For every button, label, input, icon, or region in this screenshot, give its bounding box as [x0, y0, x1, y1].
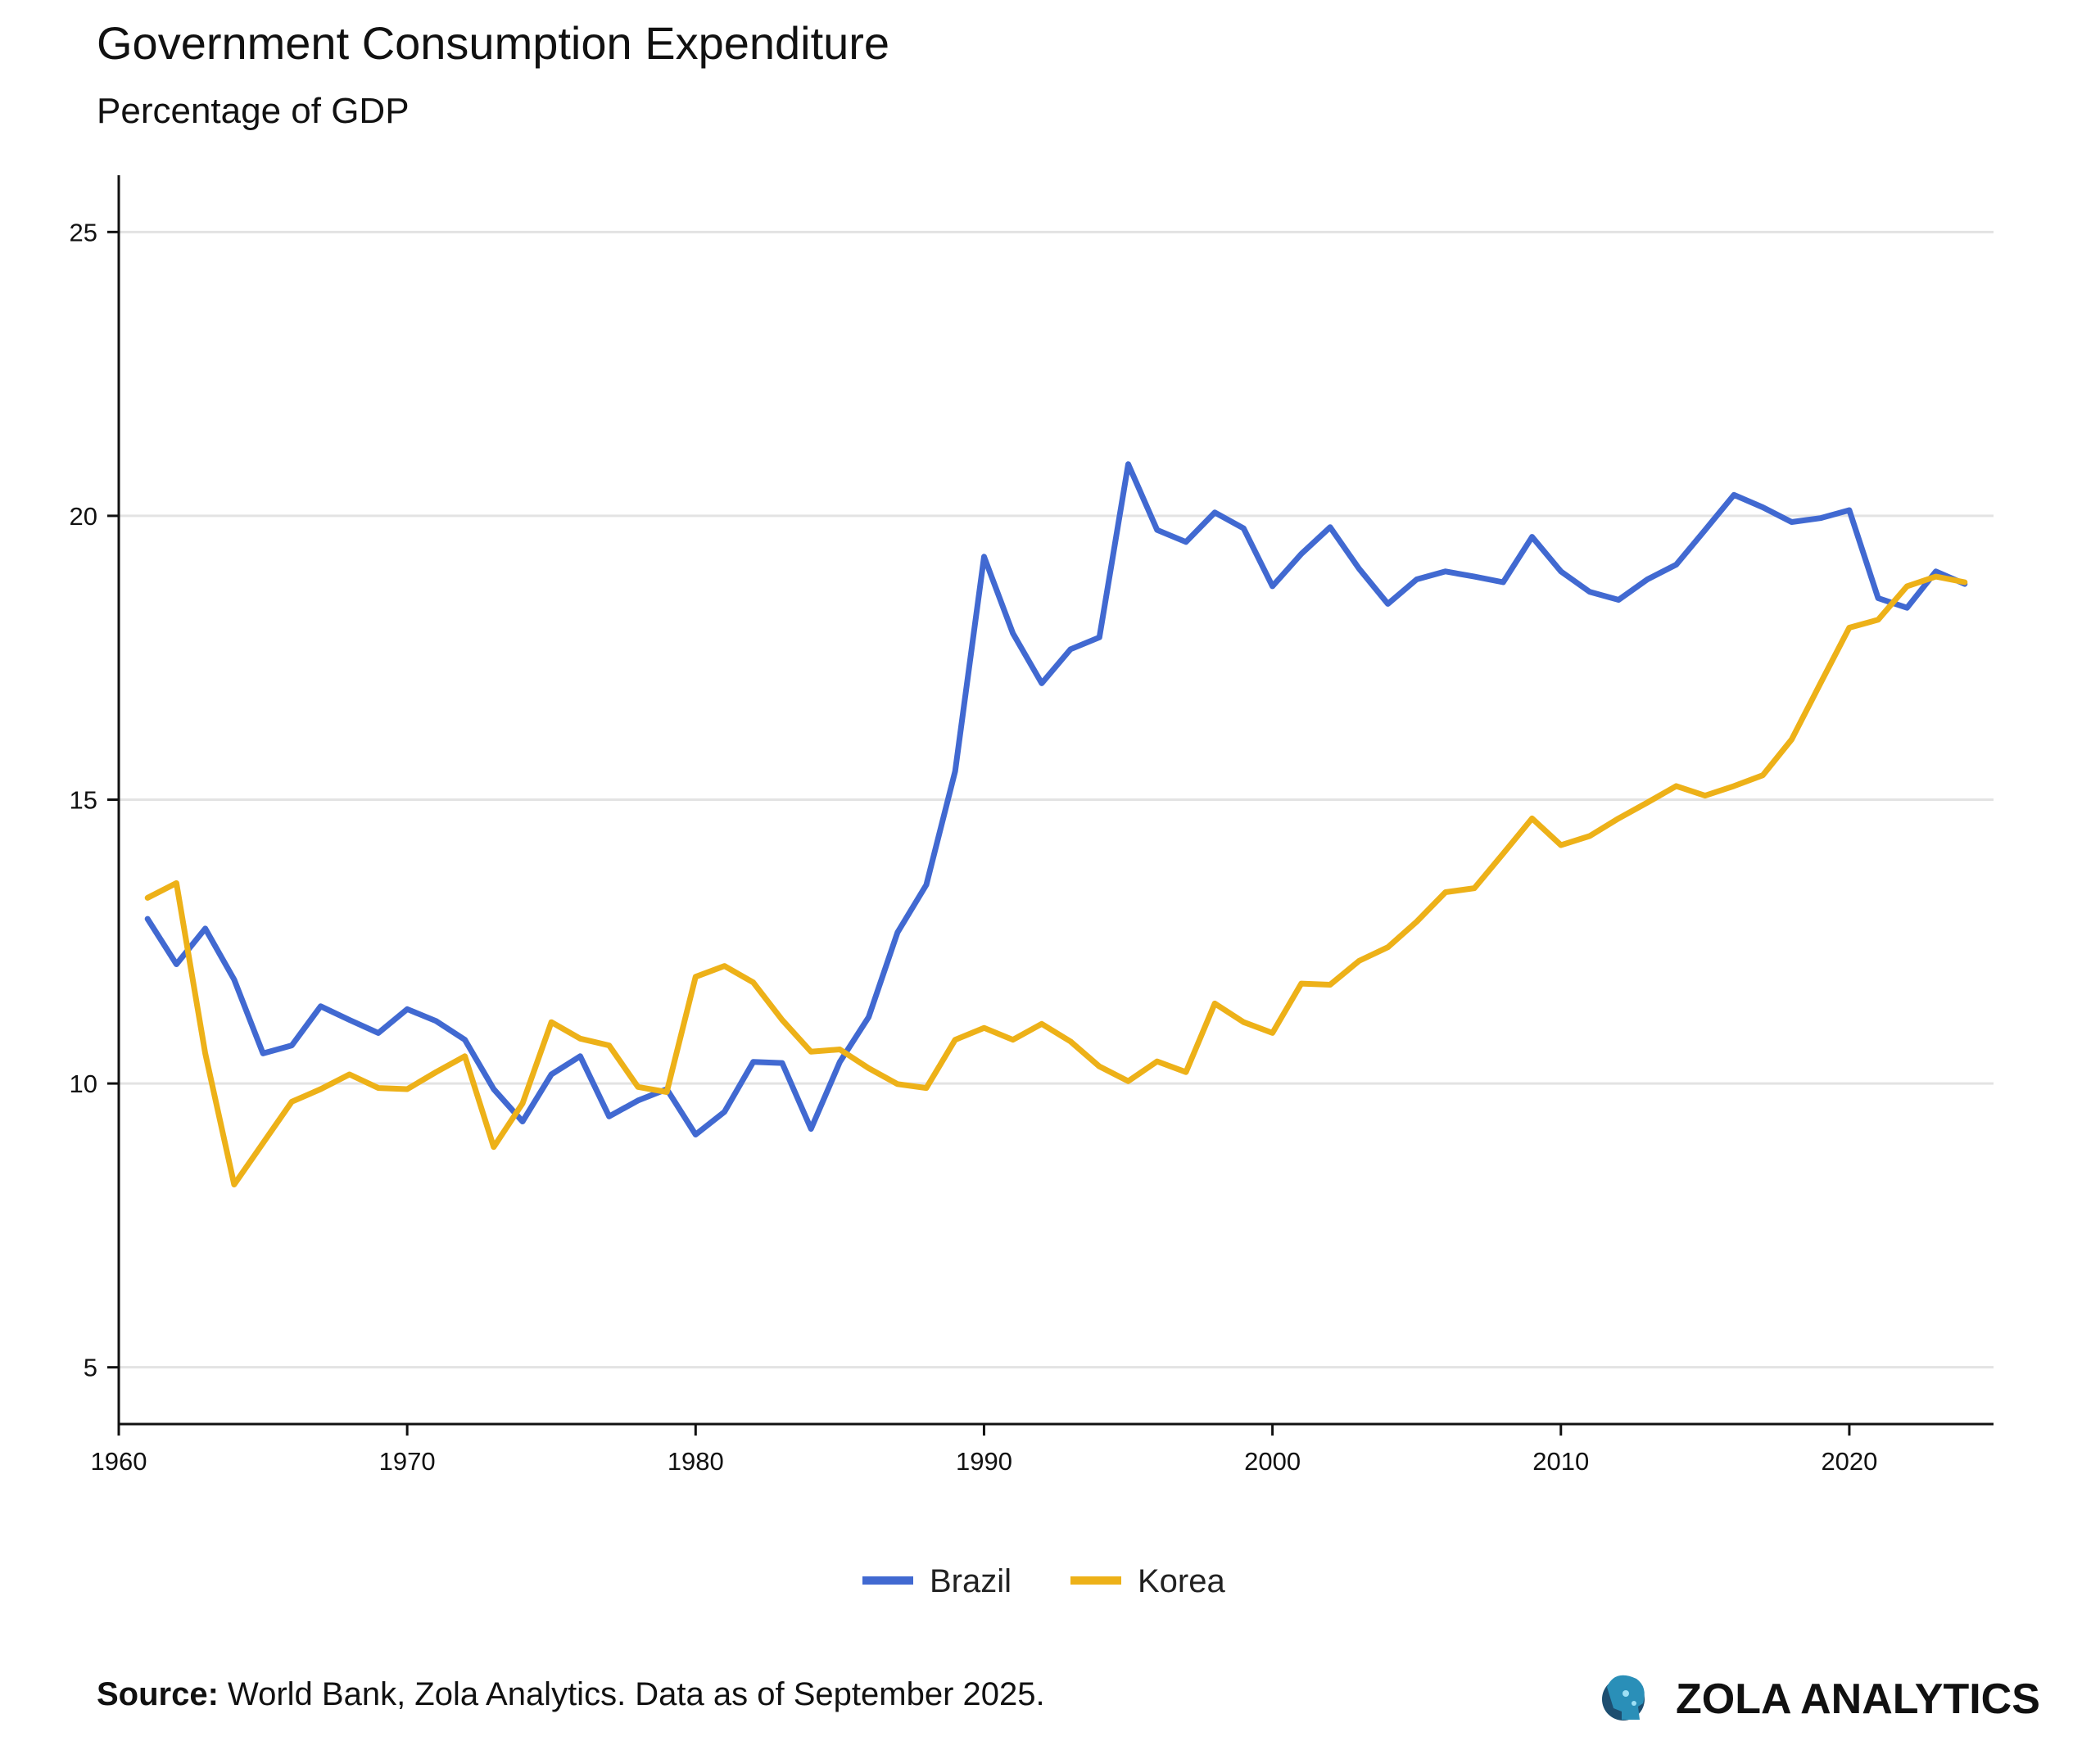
y-tick-label: 25: [70, 218, 97, 246]
legend-label: Brazil: [930, 1563, 1012, 1599]
y-tick-label: 10: [70, 1069, 97, 1098]
brazil-line: [144, 461, 1968, 1137]
source-text: World Bank, Zola Analytics. Data as of S…: [219, 1676, 1045, 1712]
x-tick-label: 2020: [1821, 1447, 1877, 1476]
axes: 5 10 15 20 25 1960 1970 1980 1990 2000 2010 2020: [70, 175, 1994, 1476]
brand-name: ZOLA ANALYTICS: [1676, 1675, 2040, 1723]
x-tick-label: 1990: [956, 1447, 1012, 1476]
x-tick-label: 1980: [668, 1447, 724, 1476]
x-tick-label: 1960: [91, 1447, 147, 1476]
legend: Brazil Korea: [862, 1563, 1225, 1599]
source-label: Source:: [97, 1676, 219, 1712]
legend-label: Korea: [1138, 1563, 1225, 1599]
y-tick-label: 15: [70, 786, 97, 815]
y-tick-label: 20: [70, 502, 97, 531]
chart-title: Government Consumption Expenditure: [97, 17, 889, 69]
korea-line: [144, 573, 1968, 1187]
series-lines: [144, 461, 1968, 1187]
legend-item-korea: Korea: [1070, 1563, 1225, 1599]
gridlines: [119, 230, 1994, 1369]
x-tick-label: 1970: [379, 1447, 436, 1476]
legend-item-brazil: Brazil: [862, 1563, 1012, 1599]
y-tick-label: 5: [84, 1354, 97, 1382]
head-circuit-logo-icon: [1602, 1675, 1645, 1721]
x-tick-label: 2000: [1244, 1447, 1301, 1476]
source-note: Source: World Bank, Zola Analytics. Data…: [97, 1676, 1045, 1712]
x-tick-label: 2010: [1532, 1447, 1589, 1476]
chart-subtitle: Percentage of GDP: [97, 91, 410, 131]
